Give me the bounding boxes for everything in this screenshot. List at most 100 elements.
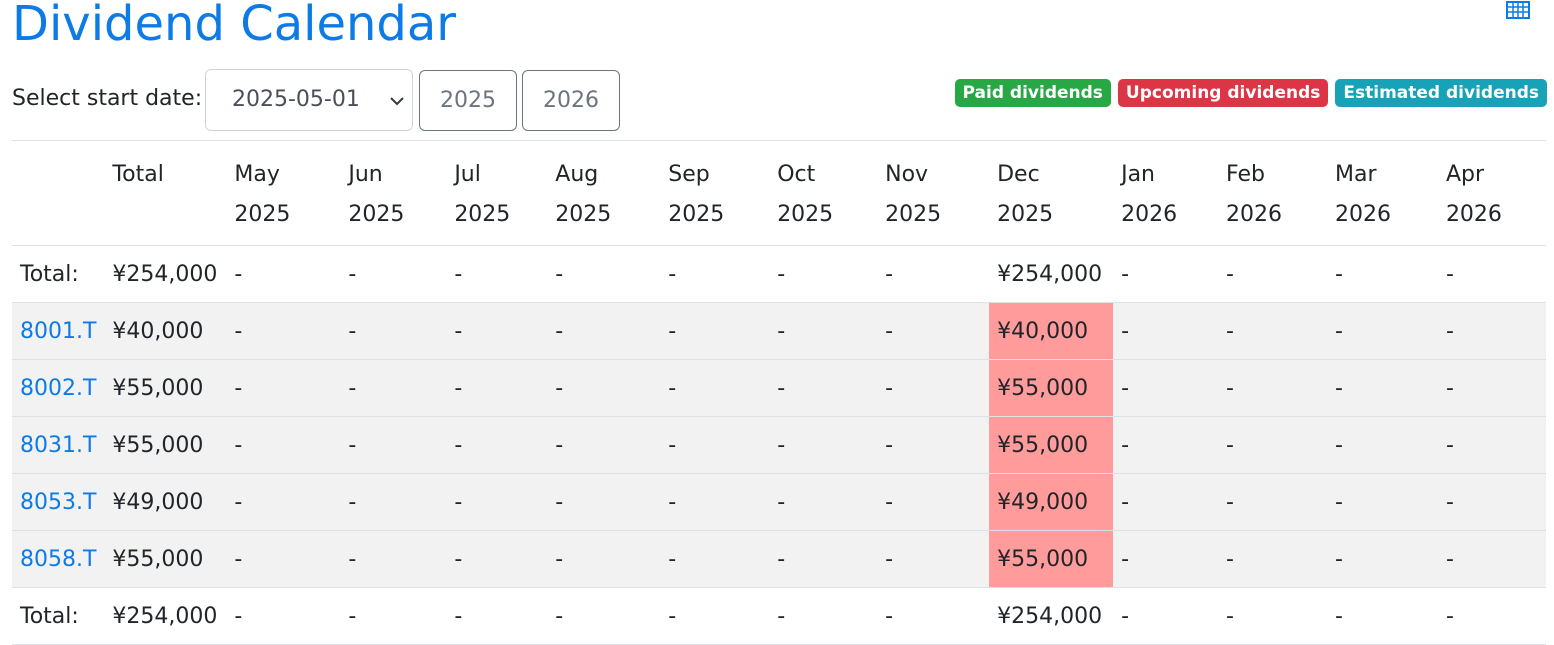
month-cell: - bbox=[340, 530, 447, 588]
month-cell: - bbox=[446, 245, 548, 303]
ticker-link[interactable]: 8058.T bbox=[20, 546, 97, 572]
month-cell: - bbox=[1326, 245, 1438, 303]
table-row: Total: ¥254,000- - - - - - - ¥254,000- - - - bbox=[12, 587, 1546, 645]
month-cell: - bbox=[340, 587, 447, 645]
column-header: Sep bbox=[668, 162, 710, 187]
month-cell: - bbox=[769, 302, 878, 360]
month-cell: - bbox=[226, 245, 341, 303]
column-header: Jun bbox=[348, 162, 383, 187]
month-cell: - bbox=[1218, 416, 1327, 474]
row-label-cell: 8001.T bbox=[12, 302, 105, 360]
month-cell: ¥40,000 bbox=[989, 302, 1114, 360]
column-header-year: 2025 bbox=[454, 202, 511, 227]
month-cell: - bbox=[660, 473, 770, 531]
header-row: Total May 2025 Jun 2025 Jul 2025 Aug 2025 Sep 2025… bbox=[12, 140, 1546, 246]
month-cell: - bbox=[1113, 245, 1219, 303]
month-cell: - bbox=[660, 245, 770, 303]
month-cell: ¥55,000 bbox=[989, 530, 1114, 588]
month-cell: - bbox=[660, 302, 770, 360]
legend-badge: Upcoming dividends bbox=[1117, 79, 1329, 107]
column-header: Jul bbox=[454, 162, 481, 187]
calendar-icon[interactable] bbox=[1506, 0, 1530, 20]
year-button[interactable]: 2025 bbox=[419, 70, 517, 131]
legend-badge: Estimated dividends bbox=[1335, 79, 1547, 107]
month-cell: - bbox=[226, 473, 341, 531]
table-row: 8001.T ¥40,000- - - - - - - ¥40,000- - - - bbox=[12, 302, 1546, 360]
month-cell: - bbox=[547, 416, 661, 474]
month-cell: - bbox=[1113, 302, 1219, 360]
month-cell: - bbox=[1218, 587, 1327, 645]
header-cell: Sep 2025 bbox=[660, 140, 770, 246]
month-cell: ¥55,000 bbox=[989, 359, 1114, 417]
row-label-cell: Total: bbox=[12, 245, 105, 303]
month-cell: - bbox=[769, 359, 878, 417]
month-cell: - bbox=[877, 302, 990, 360]
page-title: Dividend Calendar bbox=[12, 0, 457, 52]
month-cell: - bbox=[877, 416, 990, 474]
month-cell: - bbox=[446, 302, 548, 360]
month-cell: - bbox=[877, 359, 990, 417]
column-header-year: 2025 bbox=[885, 202, 942, 227]
month-cell: - bbox=[877, 245, 990, 303]
column-header-year: 2025 bbox=[348, 202, 405, 227]
month-cell: - bbox=[1437, 416, 1546, 474]
dividend-table: Total May 2025 Jun 2025 Jul 2025 Aug 2025 Sep 2025… bbox=[12, 140, 1546, 645]
month-cell: ¥254,000 bbox=[989, 587, 1114, 645]
ticker-link[interactable]: 8001.T bbox=[20, 318, 97, 344]
month-cell: - bbox=[1218, 359, 1327, 417]
month-cell: - bbox=[769, 245, 878, 303]
month-cell: - bbox=[660, 416, 770, 474]
column-header-year: 2025 bbox=[997, 202, 1054, 227]
month-cell: - bbox=[1437, 245, 1546, 303]
month-cell: - bbox=[660, 587, 770, 645]
month-cell: - bbox=[1218, 302, 1327, 360]
column-header-year: 2026 bbox=[1121, 202, 1178, 227]
month-cell: - bbox=[340, 359, 447, 417]
ticker-link[interactable]: 8053.T bbox=[20, 489, 97, 515]
month-cell: - bbox=[1218, 245, 1327, 303]
month-cell: - bbox=[1113, 473, 1219, 531]
month-cell: - bbox=[660, 359, 770, 417]
month-cell: - bbox=[340, 245, 447, 303]
month-cell: - bbox=[1113, 587, 1219, 645]
column-header: Mar bbox=[1334, 162, 1377, 187]
month-cell: - bbox=[340, 302, 447, 360]
header-cell bbox=[12, 140, 105, 246]
month-cell: - bbox=[446, 530, 548, 588]
month-cell: - bbox=[226, 359, 341, 417]
month-cell: - bbox=[547, 245, 661, 303]
ticker-link[interactable]: 8002.T bbox=[20, 375, 97, 401]
month-cell: - bbox=[226, 587, 341, 645]
column-header-year: 2026 bbox=[1445, 202, 1502, 227]
month-cell: - bbox=[547, 302, 661, 360]
header-cell: Feb 2026 bbox=[1218, 140, 1327, 246]
month-cell: - bbox=[1113, 416, 1219, 474]
month-cell: ¥49,000 bbox=[989, 473, 1114, 531]
column-header: Apr bbox=[1445, 162, 1484, 187]
header-cell: Jun 2025 bbox=[340, 140, 447, 246]
ticker-link[interactable]: 8031.T bbox=[20, 432, 97, 458]
month-cell: - bbox=[226, 530, 341, 588]
month-cell: - bbox=[446, 359, 548, 417]
month-cell: - bbox=[226, 302, 341, 360]
header-cell: Jan 2026 bbox=[1113, 140, 1219, 246]
legend: Paid dividends Upcoming dividends Estimate… bbox=[954, 79, 1547, 107]
header-cell: Mar 2026 bbox=[1326, 140, 1438, 246]
column-header: Nov bbox=[885, 162, 929, 187]
column-header: Jan bbox=[1121, 162, 1155, 187]
total-cell: ¥55,000 bbox=[104, 359, 227, 417]
month-cell: - bbox=[877, 587, 990, 645]
row-label-cell: 8058.T bbox=[12, 530, 105, 588]
date-select[interactable]: 2025-05-01 bbox=[205, 69, 413, 131]
column-header-year: 2025 bbox=[777, 202, 834, 227]
header-cell: Jul 2025 bbox=[446, 140, 548, 246]
column-header: Feb bbox=[1226, 162, 1265, 187]
column-header-year: 2026 bbox=[1226, 202, 1283, 227]
month-cell: - bbox=[1326, 530, 1438, 588]
date-select-value: 2025-05-01 bbox=[232, 87, 360, 112]
header-cell: Apr 2026 bbox=[1437, 140, 1546, 246]
year-button[interactable]: 2026 bbox=[522, 70, 620, 131]
total-cell: ¥254,000 bbox=[104, 587, 227, 645]
month-cell: - bbox=[226, 416, 341, 474]
page: Dividend Calendar Select start date: 202… bbox=[12, 0, 1547, 645]
